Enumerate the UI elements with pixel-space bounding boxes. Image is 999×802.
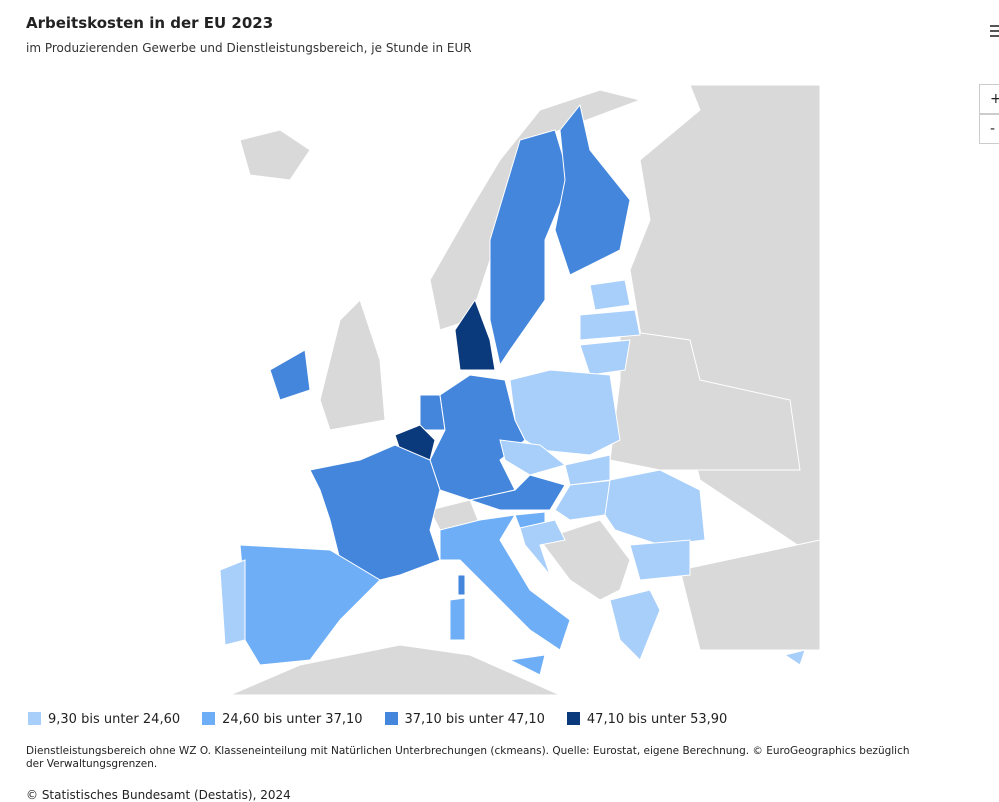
credit: © Statistisches Bundesamt (Destatis), 20… [26, 788, 291, 802]
eu-region [579, 339, 631, 376]
legend-swatch [566, 712, 580, 725]
eu-region [468, 474, 566, 511]
footnote-line: Dienstleistungsbereich ohne WZ O. Klasse… [26, 745, 910, 757]
eu-region [783, 649, 806, 666]
eu-region [269, 349, 311, 401]
eu-region [509, 369, 621, 456]
non-eu-region [319, 299, 386, 431]
eu-region [489, 129, 571, 367]
eu-region [604, 469, 706, 546]
legend-swatch [202, 712, 216, 725]
legend-swatch [384, 712, 398, 725]
title: Arbeitskosten in der EU 2023 [26, 14, 274, 32]
footnote-line: der Verwaltungsgrenzen. [26, 758, 158, 770]
eu-region [579, 309, 641, 341]
legend-label: 9,30 bis unter 24,60 [48, 712, 181, 727]
non-eu-region [239, 129, 311, 181]
legend-item[interactable]: 9,30 bis unter 24,60 [28, 712, 180, 727]
eu-region [589, 279, 631, 311]
legend-item[interactable]: 47,10 bis unter 53,90 [566, 712, 728, 727]
eu-region [554, 103, 631, 276]
eu-region [219, 559, 246, 646]
footnote: Dienstleistungsbereich ohne WZ O. Klasse… [26, 745, 910, 771]
eu-region [609, 589, 661, 661]
menu-button[interactable] [990, 25, 999, 40]
non-eu-region [229, 644, 561, 696]
eu-region [457, 574, 466, 596]
eu-region [519, 519, 566, 576]
subtitle: im Produzierenden Gewerbe und Dienstleis… [26, 41, 472, 55]
eu-region [629, 539, 691, 581]
legend-label: 47,10 bis unter 53,90 [586, 712, 728, 727]
legend-swatch [28, 712, 41, 725]
eu-region [454, 298, 496, 371]
legend-label: 37,10 bis unter 47,10 [404, 712, 545, 727]
legend: 9,30 bis unter 24,60 24,60 bis unter 37,1… [28, 712, 727, 727]
zoom-out[interactable]: - [979, 114, 999, 144]
eu-region [429, 374, 526, 501]
legend-label: 24,60 bis unter 37,10 [222, 712, 363, 727]
eu-region [449, 597, 466, 641]
legend-item[interactable]: 24,60 bis unter 37,10 [202, 712, 363, 727]
eu-region [564, 454, 611, 486]
zoom-in[interactable]: + [979, 84, 999, 114]
eu-region [439, 514, 571, 651]
non-eu-region [679, 539, 821, 651]
eu-region [499, 439, 567, 476]
legend-item[interactable]: 37,10 bis unter 47,10 [384, 712, 545, 727]
eu-region [508, 654, 546, 676]
